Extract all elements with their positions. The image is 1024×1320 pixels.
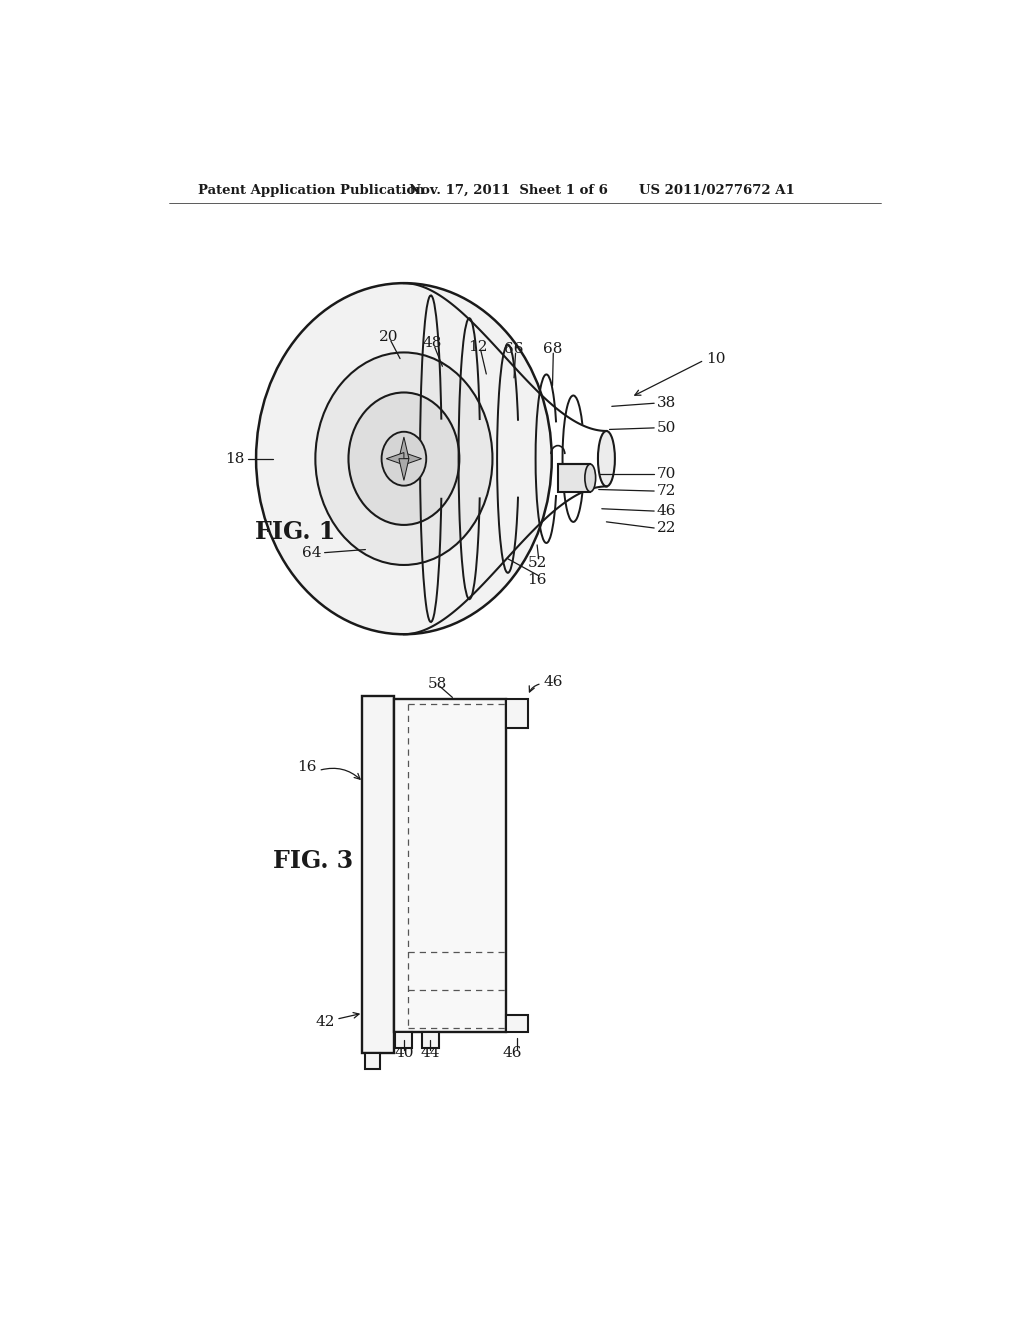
Bar [506, 1015, 528, 1032]
Text: 46: 46 [503, 1047, 522, 1060]
Text: FIG. 1: FIG. 1 [255, 520, 336, 544]
Text: 18: 18 [225, 451, 245, 466]
Text: FIG. 3: FIG. 3 [273, 849, 353, 873]
Bar [394, 700, 506, 1032]
Ellipse shape [348, 392, 460, 525]
Text: 46: 46 [656, 504, 676, 517]
Ellipse shape [382, 432, 426, 486]
Text: 48: 48 [423, 337, 442, 350]
Text: 38: 38 [656, 396, 676, 411]
Bar [422, 1032, 438, 1048]
Text: Nov. 17, 2011  Sheet 1 of 6: Nov. 17, 2011 Sheet 1 of 6 [410, 185, 608, 197]
Text: 42: 42 [315, 1015, 335, 1030]
Text: 70: 70 [656, 467, 676, 480]
Text: 50: 50 [656, 421, 676, 434]
Polygon shape [403, 453, 422, 465]
Text: US 2011/0277672 A1: US 2011/0277672 A1 [639, 185, 795, 197]
Text: 58: 58 [427, 677, 446, 690]
Text: 64: 64 [302, 545, 322, 560]
Text: 44: 44 [420, 1047, 440, 1060]
Text: Patent Application Publication: Patent Application Publication [199, 185, 425, 197]
Text: 12: 12 [468, 341, 487, 354]
Text: 20: 20 [379, 330, 398, 345]
Polygon shape [399, 437, 409, 459]
Text: 16: 16 [527, 573, 547, 587]
Ellipse shape [585, 465, 596, 492]
Text: 40: 40 [394, 1047, 414, 1060]
Text: 72: 72 [656, 484, 676, 498]
Bar [506, 700, 528, 729]
Bar [395, 1032, 413, 1048]
Text: 52: 52 [527, 556, 547, 570]
Text: 16: 16 [297, 760, 316, 774]
Text: 22: 22 [656, 521, 676, 535]
Ellipse shape [315, 352, 493, 565]
FancyBboxPatch shape [558, 465, 590, 492]
Bar [365, 1053, 380, 1069]
Bar [361, 696, 394, 1053]
Text: 10: 10 [707, 351, 726, 366]
Polygon shape [399, 459, 409, 480]
Text: 46: 46 [544, 675, 563, 689]
Ellipse shape [256, 284, 552, 635]
Ellipse shape [598, 430, 614, 487]
Polygon shape [386, 453, 403, 465]
Text: 66: 66 [504, 342, 523, 356]
Text: 68: 68 [543, 342, 562, 356]
